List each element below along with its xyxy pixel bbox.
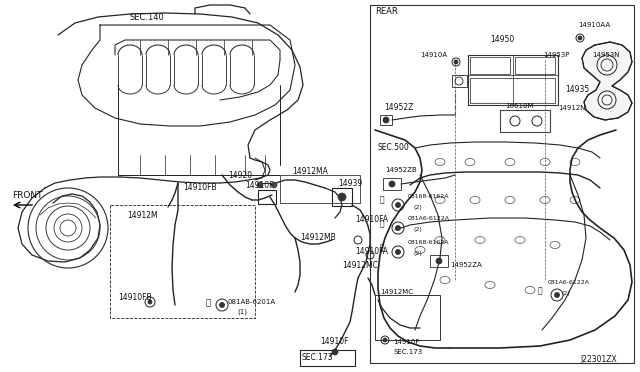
Text: 14952Z: 14952Z <box>384 103 413 112</box>
Text: 081AB-6201A: 081AB-6201A <box>228 299 276 305</box>
Text: 14950: 14950 <box>490 35 515 45</box>
Circle shape <box>332 349 338 355</box>
Text: 14952ZA: 14952ZA <box>450 262 482 268</box>
Circle shape <box>389 181 395 187</box>
Text: SEC.173: SEC.173 <box>393 349 422 355</box>
Text: Ⓡ: Ⓡ <box>538 286 543 295</box>
Text: J22301ZX: J22301ZX <box>580 356 617 365</box>
Bar <box>500 110 550 132</box>
Text: Ⓡ: Ⓡ <box>380 196 385 205</box>
Circle shape <box>148 300 152 304</box>
Text: 14910FA: 14910FA <box>355 215 388 224</box>
Circle shape <box>396 225 401 231</box>
Text: 14953N: 14953N <box>592 52 620 58</box>
Text: 14910FB: 14910FB <box>118 292 152 301</box>
Text: 14910F: 14910F <box>245 182 273 190</box>
Text: 14912MC: 14912MC <box>342 260 378 269</box>
Text: SEC.140: SEC.140 <box>130 13 164 22</box>
Bar <box>430 255 448 267</box>
Text: 14910F: 14910F <box>320 337 349 346</box>
Text: 14939: 14939 <box>338 179 362 187</box>
Text: 14920: 14920 <box>228 171 252 180</box>
Circle shape <box>454 60 458 64</box>
Bar <box>258 190 276 204</box>
Circle shape <box>383 117 389 123</box>
Text: Ⓡ: Ⓡ <box>380 219 385 228</box>
Text: 14910FB: 14910FB <box>183 183 216 192</box>
Text: 081A6-6122A: 081A6-6122A <box>408 215 450 221</box>
Polygon shape <box>582 42 632 120</box>
Text: FRONT: FRONT <box>12 190 42 199</box>
Text: 081A6-6122A: 081A6-6122A <box>548 279 590 285</box>
Text: 08168-6162A: 08168-6162A <box>408 193 449 199</box>
Text: 14910AA: 14910AA <box>578 22 610 28</box>
Circle shape <box>271 182 277 188</box>
Circle shape <box>257 182 263 188</box>
Text: Ⓡ: Ⓡ <box>380 244 385 253</box>
Text: Ⓡ: Ⓡ <box>206 298 211 308</box>
Text: SEC.173: SEC.173 <box>302 353 333 362</box>
Circle shape <box>383 338 387 342</box>
Text: 14912M: 14912M <box>127 211 157 219</box>
Circle shape <box>554 292 559 298</box>
Text: (1): (1) <box>237 309 247 315</box>
Text: 08168-6162A: 08168-6162A <box>408 240 449 244</box>
Text: (2): (2) <box>413 205 422 211</box>
Text: 14912MB: 14912MB <box>300 232 336 241</box>
Circle shape <box>396 202 401 208</box>
Bar <box>380 115 392 125</box>
Text: 14912MA: 14912MA <box>292 167 328 176</box>
Circle shape <box>436 258 442 264</box>
Bar <box>383 178 401 190</box>
Text: 14912MC: 14912MC <box>380 289 413 295</box>
Circle shape <box>220 302 225 308</box>
Text: 14935: 14935 <box>565 86 589 94</box>
Text: 14953P: 14953P <box>543 52 570 58</box>
Bar <box>370 5 634 363</box>
Bar <box>470 57 510 74</box>
Text: REAR: REAR <box>375 7 397 16</box>
Text: 14952ZB: 14952ZB <box>385 167 417 173</box>
Bar <box>280 175 360 203</box>
Text: 16618M: 16618M <box>505 103 534 109</box>
Circle shape <box>578 36 582 40</box>
Text: 14910A: 14910A <box>420 52 447 58</box>
Text: 14912N: 14912N <box>558 105 586 111</box>
Bar <box>515 57 555 74</box>
Bar <box>452 75 467 87</box>
Bar <box>375 295 440 340</box>
Text: (2): (2) <box>562 291 571 295</box>
Text: (2): (2) <box>413 228 422 232</box>
Bar <box>300 350 355 366</box>
Circle shape <box>396 250 401 254</box>
Bar <box>468 55 558 105</box>
Text: SEC.500: SEC.500 <box>378 144 410 153</box>
Text: 14910F: 14910F <box>393 339 419 345</box>
Text: 14910FA: 14910FA <box>355 247 388 257</box>
Bar <box>332 188 352 206</box>
Text: (2): (2) <box>413 251 422 257</box>
Circle shape <box>338 193 346 201</box>
Bar <box>470 78 555 103</box>
